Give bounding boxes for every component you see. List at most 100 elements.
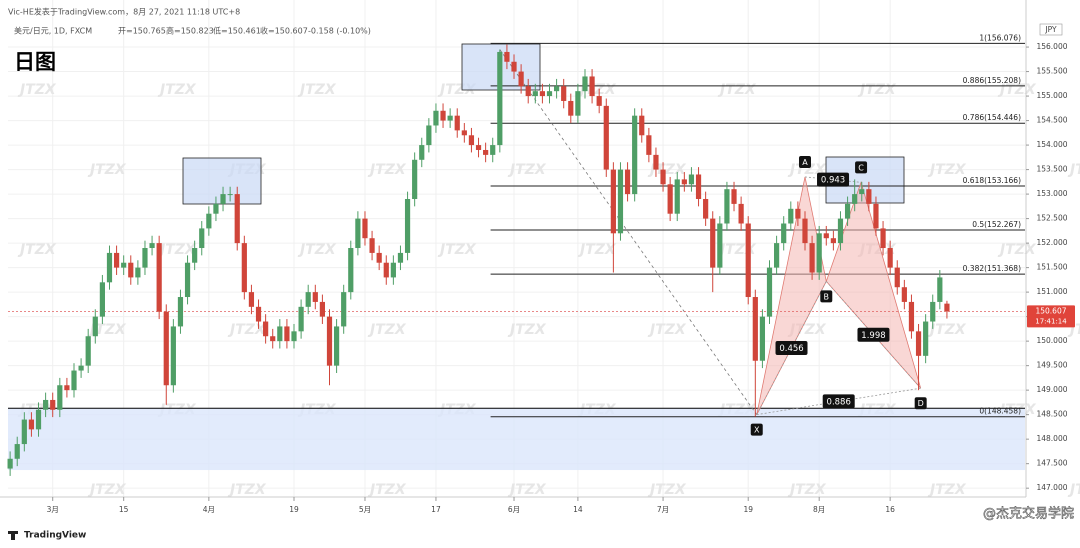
x-tick-label: 14 (573, 505, 583, 514)
candle-body (305, 292, 311, 307)
last-price-box (1027, 305, 1075, 328)
candle-body (270, 336, 276, 342)
candle-body (582, 76, 588, 92)
watermark: JTZX (1067, 162, 1080, 178)
candle-body (312, 292, 318, 302)
candle-body (802, 218, 808, 244)
watermark: JTZX (437, 242, 477, 258)
candle-body (177, 297, 184, 327)
watermark: JTZX (367, 162, 407, 178)
timeframe-label: 日图 (14, 50, 56, 74)
pattern-point-label: B (824, 292, 830, 301)
change: -0.158 (-0.10%) (308, 27, 371, 36)
candle-body (142, 248, 148, 268)
candle-body (915, 331, 922, 356)
candle-body (50, 399, 56, 410)
low: 低=150.461 (213, 26, 261, 36)
candle-body (752, 297, 758, 361)
candle-body (703, 198, 709, 219)
pattern-point-label: A (802, 158, 808, 167)
candle-body (163, 311, 169, 386)
fib-label: 1(156.076) (979, 33, 1021, 42)
watermark: JTZX (927, 482, 967, 498)
candle-body (717, 223, 723, 268)
y-tick-label: 147.000 (1036, 483, 1067, 492)
ratio-box (817, 172, 850, 187)
x-tick-label: 7月 (657, 505, 669, 514)
pattern-point-box (820, 290, 833, 303)
watermark: JTZX (647, 322, 687, 338)
candle-body (113, 252, 120, 268)
ratio-box (775, 340, 808, 355)
watermark: JTZX (787, 482, 827, 498)
candle-body (504, 51, 510, 62)
x-tick-label: 8月 (813, 505, 825, 514)
candle-body (653, 154, 659, 170)
candle-body (674, 179, 680, 214)
fib-label: 0.886(155.208) (963, 76, 1021, 85)
pattern-point-box (855, 161, 868, 174)
candle-body (568, 100, 574, 116)
candle-body (28, 419, 35, 430)
y-tick-label: 155.500 (1036, 67, 1067, 76)
watermark: JTZX (87, 482, 127, 498)
candle-body (688, 174, 695, 185)
trend-line (499, 49, 758, 415)
x-tick-label: 19 (743, 505, 753, 514)
countdown: 17:41:14 (1035, 317, 1067, 325)
candle-body (92, 316, 98, 337)
candle-body (135, 267, 141, 278)
candle-body (483, 149, 489, 155)
candle-body (284, 326, 290, 342)
candle-body (830, 238, 836, 244)
candle-body (319, 301, 325, 317)
candle-body (397, 252, 404, 263)
y-tick-label: 154.500 (1036, 116, 1067, 125)
candle-body (184, 262, 191, 298)
y-tick-label: 148.500 (1036, 410, 1067, 419)
ratio-label: 0.886 (827, 397, 851, 407)
candle-body (241, 243, 247, 293)
candle-body (724, 189, 730, 224)
candle-body (263, 321, 269, 337)
candle-body (816, 233, 822, 273)
candle-body (908, 301, 915, 332)
candle-body (64, 385, 70, 391)
fib-label: 0.618(153.166) (963, 176, 1021, 185)
candle-body (199, 228, 205, 249)
candle-body (844, 203, 851, 219)
watermark: JTZX (227, 322, 267, 338)
y-tick-label: 147.500 (1036, 459, 1067, 468)
y-tick-label: 155.000 (1036, 91, 1067, 100)
candle-body (660, 169, 666, 185)
watermark: JTZX (17, 242, 57, 258)
y-tick-label: 154.000 (1036, 140, 1067, 149)
candle-body (596, 96, 602, 106)
candle-body (170, 326, 176, 386)
high: 高=150.823 (166, 26, 214, 36)
watermark: JTZX (507, 322, 547, 338)
y-tick-label: 149.000 (1036, 385, 1067, 394)
candle-body (156, 243, 162, 312)
watermark: JTZX (297, 242, 337, 258)
candle-body (610, 169, 616, 234)
candle-body (412, 159, 418, 199)
candle-body (497, 51, 503, 146)
y-tick-label: 153.500 (1036, 165, 1067, 174)
fib-label: 0.382(151.368) (963, 264, 1021, 273)
watermark: JTZX (227, 482, 267, 498)
candle-body (937, 277, 943, 302)
candle-body (774, 243, 780, 268)
fib-label: 0.786(154.446) (963, 113, 1021, 122)
candle-body (43, 399, 49, 410)
candle-body (667, 184, 673, 214)
candle-body (419, 145, 425, 160)
candle-body (788, 208, 794, 224)
x-tick-label: 16 (885, 505, 895, 514)
candle-body (695, 174, 702, 199)
candle-body (468, 135, 475, 146)
candle-body (759, 316, 766, 361)
candle-body (248, 292, 255, 307)
x-tick-label: 15 (119, 505, 129, 514)
